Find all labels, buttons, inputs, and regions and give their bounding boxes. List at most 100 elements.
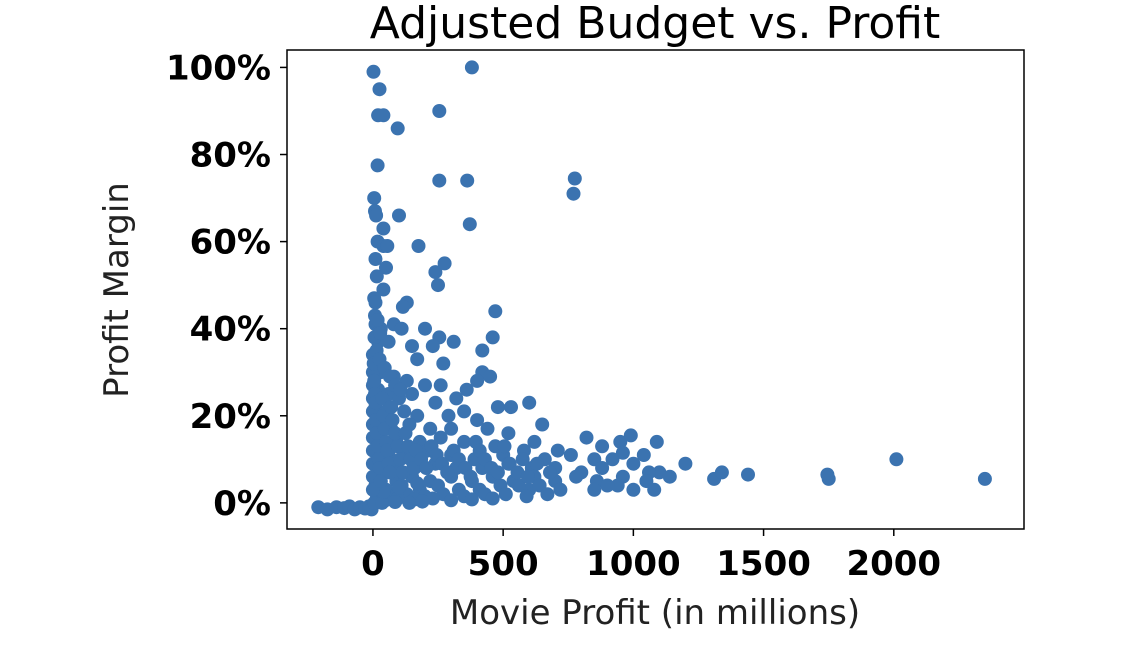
plot-frame [286,49,1025,530]
data-point [457,404,472,419]
data-point [370,158,385,173]
data-point [446,334,461,349]
data-point [392,480,406,495]
data-point [366,64,381,79]
data-point [433,378,448,393]
data-point [714,465,729,480]
data-point [437,256,452,271]
data-point [367,373,382,388]
data-point [368,295,383,310]
x-tick-label: 1500 [716,544,811,584]
data-point [470,373,485,388]
data-point [595,439,610,454]
data-point [490,465,505,480]
data-point [626,482,641,497]
data-point [488,304,503,319]
data-point [600,478,615,493]
data-point [649,434,664,449]
data-point [375,495,390,510]
data-point [441,408,456,423]
data-point [820,467,835,482]
data-point [425,339,440,354]
data-point [490,400,505,415]
data-point [380,239,395,253]
x-axis-label: Movie Profit (in millions) [450,593,860,633]
data-point [405,387,419,401]
data-point [540,487,555,502]
data-point [390,439,405,454]
data-point [431,278,445,293]
data-point [393,452,408,467]
data-point [432,104,447,118]
data-point [636,448,651,462]
data-point [418,378,432,393]
data-point [520,469,535,484]
data-point [519,489,534,504]
data-point [566,186,581,201]
data-point [433,430,448,445]
data-point [428,395,443,410]
data-point [460,173,475,188]
data-point [504,400,518,415]
data-point [411,239,426,253]
data-point [394,321,409,336]
data-point [587,482,602,497]
data-point [626,456,641,471]
data-point [370,313,385,327]
data-point [392,208,406,223]
data-point [369,269,384,284]
data-point [444,421,459,436]
data-point [375,391,390,406]
data-point [527,434,542,449]
data-point [388,426,403,441]
data-point [678,456,693,471]
data-point [567,171,582,186]
data-point [647,482,662,497]
data-point [543,465,557,480]
data-point [459,382,474,397]
data-point [511,478,526,493]
data-point [563,448,578,462]
data-point [498,487,513,502]
data-point [535,417,550,432]
data-point [605,452,620,467]
data-point [376,485,391,499]
chart-title: Adjusted Budget vs. Profit [370,0,940,49]
x-tick-label: 500 [468,544,539,584]
data-point [497,439,512,454]
data-point [436,356,451,371]
data-point [369,208,384,223]
data-point [623,428,638,443]
data-point [376,221,391,236]
data-point [485,491,500,506]
data-point [444,493,459,508]
data-point [457,434,472,449]
data-point [372,82,387,97]
data-point [410,352,425,367]
data-point [381,334,396,349]
data-point [613,434,628,449]
data-point [515,452,530,467]
y-tick-label: 60% [190,223,271,263]
data-point [373,474,388,489]
x-axis-ticks: 0 500 1000 1500 2000 [361,529,941,584]
data-point [376,282,391,297]
data-point [410,476,425,491]
data-point [393,382,408,397]
data-point [398,426,413,441]
data-point [379,260,393,275]
y-tick-label: 80% [190,136,271,176]
data-point [463,469,478,484]
data-point [977,471,992,486]
data-point [579,430,594,445]
data-point [415,494,430,509]
data-point [385,413,400,428]
data-point [464,492,479,507]
data-point [373,326,388,340]
data-point [449,391,464,406]
data-point [428,265,443,280]
y-axis-label: Profit Margin [97,182,137,398]
data-point [418,321,432,336]
data-point [530,456,544,471]
